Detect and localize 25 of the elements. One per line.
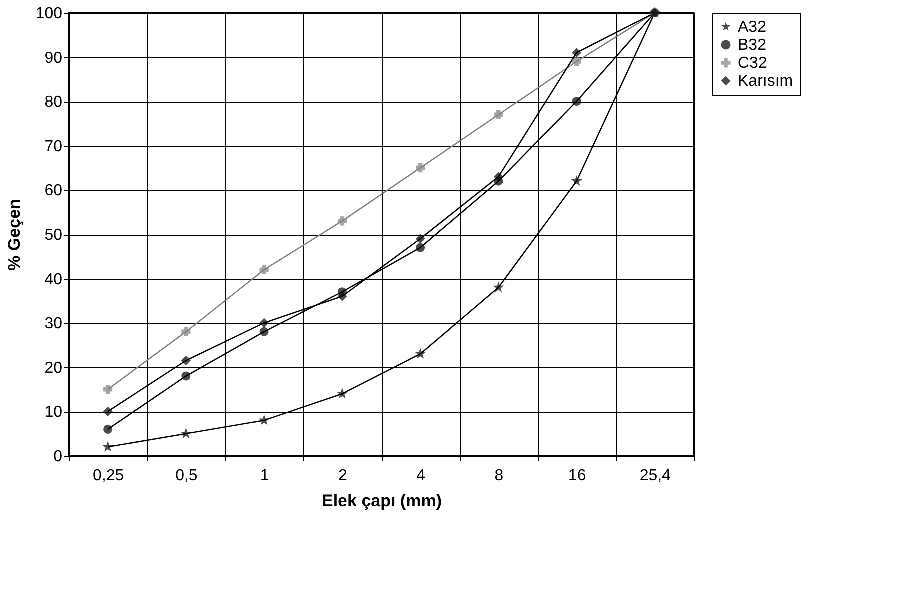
legend-label: A32	[738, 19, 767, 36]
y-tick-label: 20	[44, 360, 63, 377]
x-tick-label: 2	[338, 468, 348, 484]
legend-label: Karısım	[738, 73, 794, 90]
y-tick-label: 10	[44, 404, 63, 422]
x-tick-label: 8	[494, 468, 504, 484]
x-tick-label: 25,4	[640, 468, 672, 484]
x-tick-label: 1	[260, 468, 270, 484]
y-tick-label: 30	[44, 316, 63, 333]
y-tick-label: 90	[44, 50, 63, 67]
x-axis-title: Elek çapı (mm)	[322, 492, 442, 510]
x-tick-label: 4	[416, 468, 426, 484]
y-tick-label: 50	[44, 227, 63, 244]
y-tick-label: 60	[44, 182, 63, 200]
y-tick-label: 40	[44, 271, 63, 288]
y-tick-label: 0	[54, 448, 63, 466]
y-tick-label: 100	[36, 6, 63, 22]
y-tick-label: 70	[44, 138, 63, 156]
y-axis-title: % Geçen	[4, 199, 24, 271]
x-tick-label: 16	[568, 468, 586, 484]
y-tick-label: 80	[44, 94, 63, 112]
x-tick-label: 0,5	[176, 468, 198, 484]
legend-label: C32	[738, 55, 768, 72]
x-tick-label: 0,25	[92, 468, 124, 484]
legend-label: B32	[738, 37, 767, 54]
